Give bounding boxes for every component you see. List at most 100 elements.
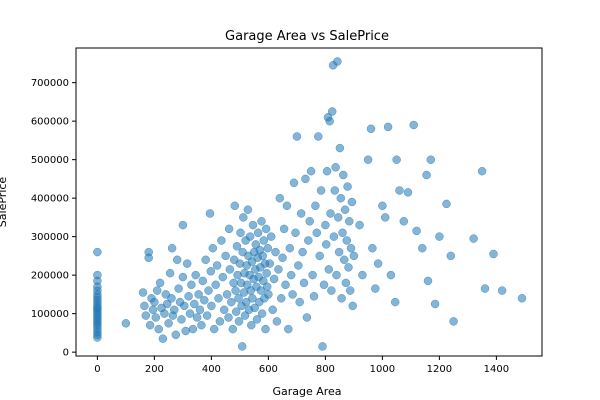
scatter-point	[256, 286, 266, 295]
scatter-point	[286, 270, 296, 280]
scatter-point	[288, 290, 297, 299]
scatter-point	[329, 232, 339, 241]
scatter-point	[237, 342, 247, 351]
scatter-point	[489, 249, 498, 259]
scatter-point	[306, 166, 316, 176]
scatter-point	[301, 174, 310, 184]
scatter-point	[339, 170, 348, 180]
scatter-point	[162, 299, 172, 309]
scatter-point	[480, 284, 490, 293]
x-tick-label: 1400	[484, 364, 509, 375]
scatter-point	[167, 243, 177, 253]
scatter-point	[442, 199, 451, 209]
scatter-point	[231, 307, 241, 316]
y-tick-label: 400000	[31, 194, 69, 205]
scatter-point	[340, 205, 350, 214]
scatter-point	[298, 247, 307, 257]
scatter-point	[325, 116, 334, 126]
scatter-point	[274, 265, 283, 274]
y-tick-label: 300000	[31, 232, 69, 243]
scatter-point	[335, 143, 345, 153]
y-axis-ticks: 0 100000 200000 300000 400000 500000 600000 700…	[31, 78, 76, 359]
scatter-point	[517, 294, 527, 303]
scatter-point	[206, 267, 216, 276]
scatter-point	[263, 243, 273, 253]
y-tick-label: 600000	[31, 117, 69, 128]
scatter-point	[224, 224, 234, 234]
scatter-point	[212, 261, 222, 270]
scatter-point	[343, 182, 352, 191]
scatter-point	[285, 243, 295, 253]
scatter-point	[241, 297, 251, 307]
scatter-point	[264, 290, 273, 299]
scatter-point	[171, 330, 181, 340]
scatter-point	[247, 320, 256, 330]
scatter-point	[446, 251, 456, 261]
x-tick-label: 400	[202, 364, 221, 375]
scatter-point	[276, 294, 286, 303]
scatter-point	[138, 288, 148, 297]
scatter-point	[239, 213, 248, 222]
scatter-point	[160, 309, 169, 318]
scatter-point	[248, 294, 257, 303]
scatter-point	[214, 294, 223, 303]
scatter-point	[392, 155, 401, 164]
scatter-point	[258, 251, 267, 261]
scatter-point	[265, 259, 275, 268]
scatter-point	[261, 224, 271, 234]
scatter-point	[236, 228, 245, 238]
scatter-point	[289, 178, 299, 188]
scatter-point	[294, 261, 303, 270]
scatter-point	[188, 324, 198, 334]
scatter-point	[180, 301, 189, 311]
scatter-point	[245, 232, 255, 241]
scatter-point	[208, 243, 218, 253]
scatter-point	[202, 311, 212, 320]
scatter-point	[140, 301, 149, 311]
scatter-point	[386, 270, 396, 280]
scatter-point	[327, 286, 336, 295]
scatter-point	[338, 228, 347, 238]
scatter-point	[342, 236, 352, 245]
x-tick-label: 0	[94, 364, 100, 375]
scatter-point	[191, 270, 200, 280]
scatter-point	[363, 155, 373, 164]
x-tick-label: 1200	[427, 364, 452, 375]
scatter-point	[275, 193, 285, 203]
scatter-point	[319, 280, 329, 290]
scatter-point	[187, 280, 196, 290]
x-axis-ticks: 0 200 400 600 800 1000 1200 1400	[94, 356, 509, 375]
scatter-point	[349, 251, 359, 261]
scatter-point	[435, 232, 444, 241]
x-tick-label: 1000	[370, 364, 395, 375]
y-axis-label: SalePrice	[0, 177, 9, 228]
scatter-point	[195, 305, 205, 315]
scatter-point	[178, 220, 188, 230]
scatter-point	[347, 197, 357, 207]
scatter-point	[252, 315, 262, 324]
scatter-point	[292, 132, 302, 141]
scatter-point	[477, 166, 487, 176]
scatter-point	[337, 294, 346, 303]
scatter-point	[302, 313, 312, 322]
scatter-point	[141, 311, 151, 320]
scatter-point	[366, 124, 376, 134]
scatter-point	[426, 155, 436, 164]
scatter-point	[272, 317, 282, 326]
scatter-point	[170, 305, 179, 315]
scatter-point	[234, 317, 244, 326]
scatter-point	[305, 217, 314, 226]
scatter-point	[348, 301, 357, 311]
scatter-point	[227, 297, 236, 307]
scatter-point	[190, 299, 199, 309]
scatter-point	[271, 247, 280, 257]
scatter-point	[423, 276, 433, 286]
scatter-point	[327, 107, 337, 116]
scatter-point	[269, 274, 279, 284]
scatter-point	[248, 220, 258, 230]
scatter-point	[151, 313, 161, 322]
scatter-point	[158, 334, 168, 343]
scatter-point	[209, 324, 219, 334]
scatter-point	[178, 272, 188, 282]
